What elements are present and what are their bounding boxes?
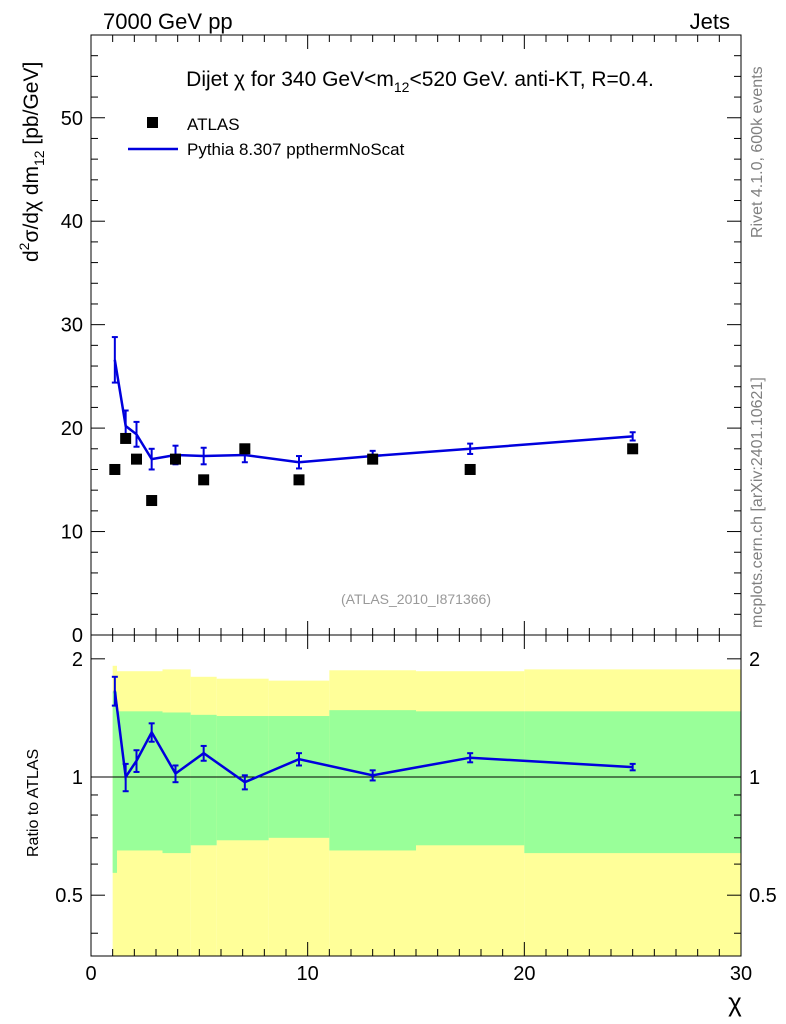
ratio-panel	[91, 665, 741, 956]
atlas-data-point	[146, 495, 158, 507]
main-y-tick-label: 30	[61, 315, 83, 337]
header-left-label: 7000 GeV pp	[103, 9, 233, 34]
ylabel-post: [pb/GeV]	[20, 62, 43, 151]
main-y-tick-label: 50	[61, 108, 83, 130]
title-chi-symbol: χ	[234, 68, 245, 91]
ratio-y-tick-label-left: 2	[72, 649, 83, 671]
main-y-tick-label: 0	[72, 625, 83, 647]
ratio-y-tick-label-right: 2	[749, 649, 760, 671]
analysis-watermark: (ATLAS_2010_I871366)	[341, 591, 491, 607]
atlas-data-point	[131, 453, 142, 465]
atlas-data-point	[170, 453, 181, 465]
main-y-tick-label: 20	[61, 418, 83, 440]
mc-line	[113, 359, 633, 464]
legend-atlas-label: ATLAS	[187, 115, 240, 134]
title-text-mid: for 340 GeV<m	[245, 68, 394, 91]
atlas-data-point	[464, 463, 476, 475]
x-tick-label: 10	[297, 963, 319, 985]
ratio-y-tick-label-right: 1	[749, 767, 760, 789]
atlas-data-point	[239, 443, 251, 455]
ylabel-sup: 2	[16, 242, 32, 250]
header-right-label: Jets	[690, 9, 730, 34]
title-text-post: <520 GeV. anti-KT, R=0.4.	[409, 68, 653, 91]
legend-atlas-marker	[147, 117, 158, 128]
x-tick-label: 0	[85, 963, 96, 985]
mcplots-reference-label: mcplots.cern.ch [arXiv:2401.10621]	[749, 377, 766, 628]
atlas-data-point	[367, 453, 379, 465]
rivet-version-label: Rivet 4.1.0, 600k events	[749, 66, 766, 238]
x-axis-label: χ	[728, 987, 742, 1017]
ylabel-sub: 12	[31, 150, 47, 166]
ratio-y-axis-label: Ratio to ATLAS	[25, 749, 42, 857]
atlas-data-point	[293, 474, 305, 486]
atlas-data-point	[627, 443, 639, 455]
title-text-sub: 12	[394, 79, 410, 95]
main-panel	[109, 336, 639, 507]
atlas-data-point	[120, 432, 132, 444]
main-y-axis-label: d2σ/dχ dm12 [pb/GeV]	[16, 62, 47, 262]
ratio-y-tick-label-left: 0.5	[55, 885, 83, 907]
x-tick-label: 20	[513, 963, 535, 985]
ratio-panel-frame: 0.5 0.51 12 20 10 20 30	[55, 634, 777, 985]
uncertainty-band-inner	[524, 711, 741, 854]
ylabel-mid: σ/dχ dm	[20, 166, 43, 243]
main-y-tick-label: 10	[61, 522, 83, 544]
atlas-data-point	[109, 463, 121, 475]
legend-mc-label: Pythia 8.307 ppthermNoScat	[187, 140, 405, 159]
x-tick-label: 30	[730, 963, 752, 985]
main-panel-frame: 0 10 20 30 40 50	[61, 34, 742, 647]
ratio-y-tick-label-right: 0.5	[749, 885, 777, 907]
legend: ATLAS Pythia 8.307 ppthermNoScat	[128, 115, 405, 159]
main-y-tick-label: 40	[61, 211, 83, 233]
uncertainty-band-inner	[416, 711, 525, 846]
uncertainty-band-inner	[143, 711, 163, 851]
uncertainty-band-inner	[216, 716, 269, 841]
title-text-pre: Dijet	[186, 68, 234, 91]
plot-title: Dijet χ for 340 GeV<m12<520 GeV. anti-KT…	[186, 68, 654, 95]
uncertainty-band-inner	[190, 714, 217, 846]
ratio-y-tick-label-left: 1	[72, 767, 83, 789]
atlas-data-point	[198, 474, 210, 486]
ylabel-d: d	[20, 250, 43, 262]
uncertainty-band-inner	[112, 691, 117, 873]
